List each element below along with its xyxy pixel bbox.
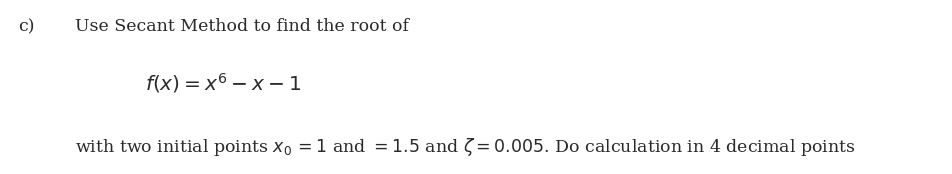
Text: $f(x) = x^6 - x - 1$: $f(x) = x^6 - x - 1$ [145, 71, 301, 95]
Text: c): c) [18, 18, 34, 35]
Text: with two initial points $x_0\,=1$ and $=1.5$ and $\zeta = 0.005$. Do calculation: with two initial points $x_0\,=1$ and $=… [75, 136, 856, 158]
Text: Use Secant Method to find the root of: Use Secant Method to find the root of [75, 18, 409, 35]
